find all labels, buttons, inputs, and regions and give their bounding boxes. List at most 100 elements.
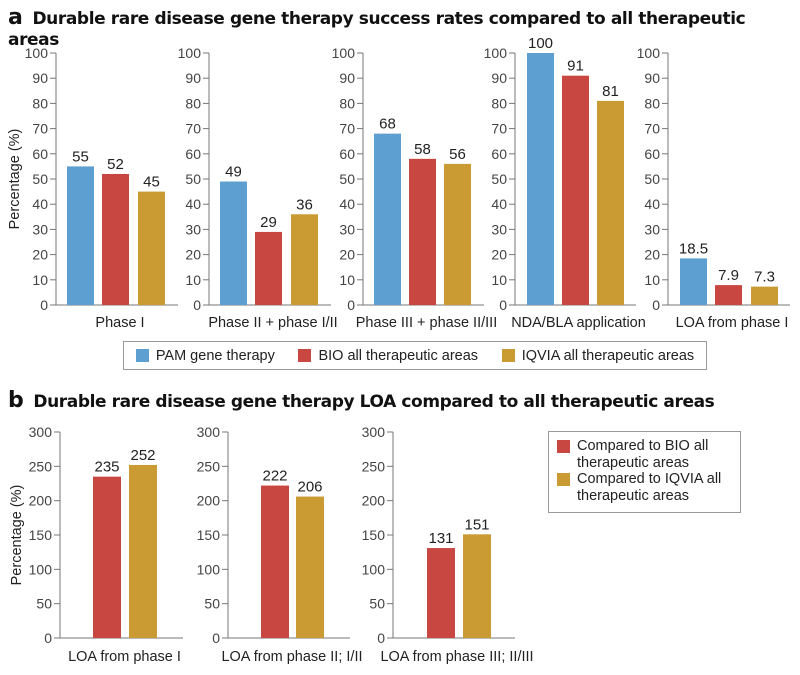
a-loa-from-phase-i-ytick-label: 10 <box>644 272 660 288</box>
b-y-axis-title: Percentage (%) <box>9 485 25 586</box>
panel-b-title-text: Durable rare disease gene therapy LOA co… <box>33 392 715 412</box>
a-loa-from-phase-i-value-label-iqvia-all-therapeutic-areas: 7.3 <box>754 269 775 286</box>
a-loa-from-phase-i-ytick-label: 50 <box>644 171 660 187</box>
a-phase-i-ytick-label: 100 <box>25 45 49 61</box>
legend-label-bio: BIO all therapeutic areas <box>318 347 479 364</box>
a-phase-i-value-label-iqvia-all-therapeutic-areas: 45 <box>143 174 160 191</box>
a-phase-ii-phase-i-ii-ytick-label: 50 <box>185 171 201 187</box>
a-phase-i-ytick-label: 90 <box>32 70 48 86</box>
panel-b-letter: b <box>8 388 24 413</box>
a-loa-from-phase-i-ytick-label: 60 <box>644 146 660 162</box>
a-loa-from-phase-i-value-label-bio-all-therapeutic-areas: 7.9 <box>718 267 739 284</box>
panel-b-title: b Durable rare disease gene therapy LOA c… <box>8 388 715 413</box>
a-phase-ii-phase-i-ii-ytick-label: 20 <box>185 247 201 263</box>
b-loa-from-phase-iii-ii-iii-ytick-label: 200 <box>362 493 386 509</box>
b-loa-from-phase-ii-i-ii-value-label-compared-to-iqvia-all-therapeutic-areas: 206 <box>297 479 322 496</box>
a-nda-bla-application-ytick-label: 100 <box>484 45 508 61</box>
b-loa-from-phase-i-category-label: LOA from phase I <box>68 649 181 665</box>
a-loa-from-phase-i-ytick-label: 100 <box>637 45 661 61</box>
a-nda-bla-application-category-label: NDA/BLA application <box>511 315 646 331</box>
b-loa-from-phase-i-ytick-label: 150 <box>29 527 53 543</box>
a-phase-ii-phase-i-ii-ytick-label: 100 <box>178 45 202 61</box>
a-nda-bla-application-bar-bio-all-therapeutic-areas <box>562 75 589 306</box>
a-phase-ii-phase-i-ii-value-label-bio-all-therapeutic-areas: 29 <box>260 214 277 231</box>
a-phase-i-ytick-label: 70 <box>32 121 48 137</box>
b-loa-from-phase-ii-i-ii-bar-compared-to-iqvia-all-therapeutic-areas <box>296 496 324 638</box>
legend-a: PAM gene therapy BIO all therapeutic are… <box>123 341 707 370</box>
b-loa-from-phase-iii-ii-iii-value-label-compared-to-bio-all-therapeutic-areas: 131 <box>428 530 453 547</box>
a-phase-ii-phase-i-ii-category-label: Phase II + phase I/II <box>208 315 337 331</box>
legend-swatch-iqvia <box>501 349 515 362</box>
b-loa-from-phase-i-bar-compared-to-bio-all-therapeutic-areas <box>93 476 121 638</box>
a-nda-bla-application-ytick-label: 70 <box>491 121 507 137</box>
a-loa-from-phase-i-ytick-label: 20 <box>644 247 660 263</box>
a-nda-bla-application-bar-iqvia-all-therapeutic-areas <box>597 100 624 305</box>
legend-b: Compared to BIO all therapeutic areas Co… <box>548 431 741 513</box>
b-loa-from-phase-ii-i-ii-ytick-label: 250 <box>197 458 221 474</box>
a-phase-iii-phase-ii-iii-value-label-pam-gene-therapy: 68 <box>379 116 396 133</box>
a-phase-i-ytick-label: 20 <box>32 247 48 263</box>
a-phase-ii-phase-i-ii-ytick-label: 80 <box>185 95 201 111</box>
a-y-axis-title: Percentage (%) <box>7 129 23 230</box>
a-loa-from-phase-i-ytick-label: 80 <box>644 95 660 111</box>
a-phase-iii-phase-ii-iii-ytick-label: 40 <box>339 196 355 212</box>
b-loa-from-phase-i-ytick-label: 300 <box>29 424 53 440</box>
a-phase-iii-phase-ii-iii-ytick-label: 50 <box>339 171 355 187</box>
a-loa-from-phase-i-ytick-label: 70 <box>644 121 660 137</box>
b-loa-from-phase-ii-i-ii-value-label-compared-to-bio-all-therapeutic-areas: 222 <box>262 468 287 485</box>
b-loa-from-phase-iii-ii-iii-ytick-label: 250 <box>362 458 386 474</box>
b-loa-from-phase-iii-ii-iii-ytick-label: 300 <box>362 424 386 440</box>
a-nda-bla-application-ytick-label: 0 <box>499 297 507 313</box>
a-phase-iii-phase-ii-iii-value-label-iqvia-all-therapeutic-areas: 56 <box>449 146 466 163</box>
a-phase-iii-phase-ii-iii-ytick-label: 60 <box>339 146 355 162</box>
legend-item-bio-compare: Compared to BIO all therapeutic areas <box>557 438 740 471</box>
a-phase-iii-phase-ii-iii-ytick-label: 10 <box>339 272 355 288</box>
a-phase-i-ytick-label: 0 <box>40 297 48 313</box>
legend-item-iqvia-compare: Compared to IQVIA all therapeutic areas <box>557 471 740 504</box>
a-loa-from-phase-i-bar-iqvia-all-therapeutic-areas <box>751 286 778 305</box>
a-phase-ii-phase-i-ii-bar-iqvia-all-therapeutic-areas <box>291 214 318 305</box>
a-phase-i-ytick-label: 80 <box>32 95 48 111</box>
b-loa-from-phase-ii-i-ii-ytick-label: 150 <box>197 527 221 543</box>
b-loa-from-phase-iii-ii-iii-bar-compared-to-iqvia-all-therapeutic-areas <box>463 534 491 638</box>
a-phase-i-value-label-bio-all-therapeutic-areas: 52 <box>107 156 124 173</box>
a-phase-iii-phase-ii-iii-value-label-bio-all-therapeutic-areas: 58 <box>414 141 431 158</box>
b-loa-from-phase-i-ytick-label: 100 <box>29 561 53 577</box>
a-phase-ii-phase-i-ii-ytick-label: 70 <box>185 121 201 137</box>
b-loa-from-phase-ii-i-ii-ytick-label: 50 <box>204 596 220 612</box>
a-phase-iii-phase-ii-iii-ytick-label: 20 <box>339 247 355 263</box>
a-phase-ii-phase-i-ii-ytick-label: 0 <box>193 297 201 313</box>
b-loa-from-phase-ii-i-ii-ytick-label: 200 <box>197 493 221 509</box>
panel-a-letter: a <box>8 5 23 30</box>
b-loa-from-phase-iii-ii-iii-ytick-label: 100 <box>362 561 386 577</box>
legend-swatch-bio <box>298 349 312 362</box>
a-phase-iii-phase-ii-iii-ytick-label: 90 <box>339 70 355 86</box>
b-loa-from-phase-i-ytick-label: 200 <box>29 493 53 509</box>
a-nda-bla-application-ytick-label: 90 <box>491 70 507 86</box>
a-phase-i-category-label: Phase I <box>95 315 144 331</box>
b-loa-from-phase-iii-ii-iii-category-label: LOA from phase III; II/III <box>380 649 533 665</box>
a-loa-from-phase-i-value-label-pam-gene-therapy: 18.5 <box>679 240 708 257</box>
b-loa-from-phase-i-bar-compared-to-iqvia-all-therapeutic-areas <box>129 464 157 638</box>
a-nda-bla-application-bar-pam-gene-therapy <box>527 53 554 305</box>
b-loa-from-phase-ii-i-ii-bar-compared-to-bio-all-therapeutic-areas <box>261 485 289 638</box>
a-nda-bla-application-value-label-iqvia-all-therapeutic-areas: 81 <box>602 83 619 100</box>
a-phase-ii-phase-i-ii-bar-bio-all-therapeutic-areas <box>255 231 282 305</box>
a-phase-i-bar-pam-gene-therapy <box>67 166 94 305</box>
a-loa-from-phase-i-ytick-label: 30 <box>644 221 660 237</box>
a-phase-iii-phase-ii-iii-ytick-label: 80 <box>339 95 355 111</box>
a-nda-bla-application-ytick-label: 80 <box>491 95 507 111</box>
panel-a-title: a Durable rare disease gene therapy succe… <box>8 5 800 50</box>
a-phase-i-ytick-label: 60 <box>32 146 48 162</box>
legend-item-iqvia: IQVIA all therapeutic areas <box>501 348 694 364</box>
b-loa-from-phase-i-ytick-label: 50 <box>36 596 52 612</box>
a-loa-from-phase-i-ytick-label: 40 <box>644 196 660 212</box>
a-phase-i-ytick-label: 40 <box>32 196 48 212</box>
a-phase-iii-phase-ii-iii-ytick-label: 0 <box>347 297 355 313</box>
a-nda-bla-application-ytick-label: 30 <box>491 221 507 237</box>
b-loa-from-phase-ii-i-ii-category-label: LOA from phase II; I/II <box>221 649 362 665</box>
a-phase-ii-phase-i-ii-ytick-label: 40 <box>185 196 201 212</box>
a-phase-iii-phase-ii-iii-bar-pam-gene-therapy <box>374 133 401 305</box>
legend-swatch-iqvia-compare <box>557 473 570 486</box>
